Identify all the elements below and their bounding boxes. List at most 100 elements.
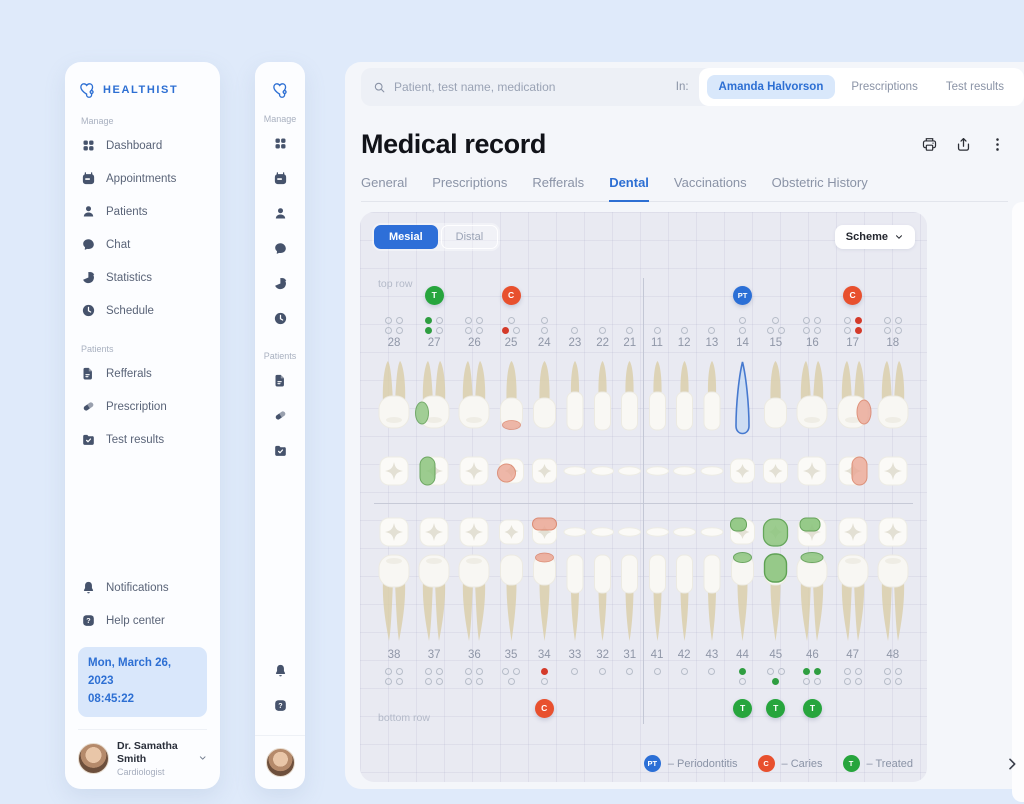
bell-icon[interactable]	[273, 663, 288, 678]
occlusal-view-16	[792, 454, 832, 488]
stethoscope-logo-icon[interactable]	[271, 80, 290, 99]
tooth-34[interactable]: 34 C	[528, 512, 561, 719]
tooth-15[interactable]: 15	[759, 284, 792, 488]
occlusal-view-27	[414, 454, 454, 488]
tooth-number: 45	[769, 649, 783, 661]
surface-dots-41	[653, 668, 661, 693]
help-icon[interactable]: ?	[273, 698, 288, 713]
test-results-icon[interactable]	[273, 443, 288, 458]
toggle-distal[interactable]: Distal	[440, 225, 499, 249]
surface-dots-34	[540, 668, 548, 693]
tab-vaccinations[interactable]: Vaccinations	[673, 175, 747, 190]
tooth-number: 34	[537, 649, 551, 661]
surface-dots-32	[599, 668, 607, 693]
tooth-24[interactable]: 24	[528, 284, 561, 488]
tooth-illustration-37	[414, 551, 454, 646]
tooth-14[interactable]: PT 14	[726, 284, 759, 488]
search-input[interactable]: Patient, test name, medication	[373, 80, 676, 94]
tooth-18[interactable]: 18	[873, 284, 913, 488]
tooth-11[interactable]: 11	[644, 284, 671, 488]
brand[interactable]: HEALTHIST	[78, 80, 207, 99]
tooth-44[interactable]: 44 T	[726, 512, 759, 719]
tooth-26[interactable]: 26	[454, 284, 494, 488]
dental-chart: Mesial Distal Scheme top row 28 T 27 26 C 25 24…	[360, 212, 927, 782]
filter-chip-test-results[interactable]: Test results	[945, 81, 1004, 93]
tab-dental[interactable]: Dental	[609, 175, 649, 202]
tooth-48[interactable]: 48	[873, 512, 913, 719]
dashboard-icon[interactable]	[273, 136, 288, 151]
sidebar-item-statistics[interactable]: Statistics	[78, 261, 207, 294]
tooth-16[interactable]: 16	[792, 284, 832, 488]
tooth-22[interactable]: 22	[589, 284, 616, 488]
tooth-41[interactable]: 41	[644, 512, 671, 719]
tooth-12[interactable]: 12	[671, 284, 698, 488]
schedule-icon[interactable]	[273, 311, 288, 326]
share-icon[interactable]	[955, 136, 972, 153]
statistics-icon[interactable]	[273, 276, 288, 291]
tooth-42[interactable]: 42	[671, 512, 698, 719]
profile-menu[interactable]: Dr. Samatha Smith Cardiologist	[78, 728, 207, 777]
sidebar-nav: Manage Dashboard Appointments Patients Chat S…	[78, 99, 207, 456]
occlusal-view-43	[698, 515, 726, 549]
search-placeholder: Patient, test name, medication	[394, 80, 556, 94]
tooth-46[interactable]: 46 T	[792, 512, 832, 719]
appointments-icon[interactable]	[273, 171, 288, 186]
tooth-23[interactable]: 23	[561, 284, 589, 488]
tooth-35[interactable]: 35	[495, 512, 528, 719]
avatar[interactable]	[265, 748, 295, 777]
scheme-dropdown[interactable]: Scheme	[834, 225, 915, 249]
tooth-47[interactable]: 47	[833, 512, 873, 719]
tooth-32[interactable]: 32	[589, 512, 616, 719]
sidebar-item-appointments[interactable]: Appointments	[78, 162, 207, 195]
kebab-menu-icon[interactable]	[989, 136, 1006, 153]
refferals-icon[interactable]	[273, 373, 288, 388]
tooth-17[interactable]: C 17	[833, 284, 873, 488]
tab-refferals[interactable]: Refferals	[532, 175, 585, 190]
sidebar-item-schedule[interactable]: Schedule	[78, 294, 207, 327]
occlusal-view-15	[759, 454, 792, 488]
tooth-number: 28	[387, 337, 401, 349]
filter-chip-amanda-halvorson[interactable]: Amanda Halvorson	[706, 75, 836, 99]
filter-chip-prescriptions[interactable]: Prescriptions	[851, 81, 918, 93]
tooth-45[interactable]: 45 T	[759, 512, 792, 719]
tooth-13[interactable]: 13	[698, 284, 726, 488]
sidebar-item-refferals[interactable]: Refferals	[78, 357, 207, 390]
occlusal-view-36	[454, 515, 494, 549]
surface-dots-17	[843, 309, 862, 334]
tooth-25[interactable]: C 25	[495, 284, 528, 488]
tab-prescriptions[interactable]: Prescriptions	[432, 175, 508, 190]
occlusal-view-44	[726, 515, 759, 549]
tooth-31[interactable]: 31	[616, 512, 643, 719]
toggle-mesial[interactable]: Mesial	[374, 225, 438, 249]
tooth-37[interactable]: 37	[414, 512, 454, 719]
printer-icon[interactable]	[921, 136, 938, 153]
prescription-icon[interactable]	[273, 408, 288, 423]
tooth-36[interactable]: 36	[454, 512, 494, 719]
avatar	[78, 742, 109, 774]
sidebar-item-dashboard[interactable]: Dashboard	[78, 129, 207, 162]
sidebar-item-test-results[interactable]: Test results	[78, 423, 207, 456]
patients-icon[interactable]	[273, 206, 288, 221]
tab-general[interactable]: General	[361, 175, 408, 190]
tooth-number: 18	[886, 337, 900, 349]
chevron-right-icon[interactable]	[1004, 756, 1020, 772]
tooth-43[interactable]: 43	[698, 512, 726, 719]
surface-dots-21	[626, 309, 634, 334]
tooth-38[interactable]: 38	[374, 512, 414, 719]
tooth-21[interactable]: 21	[616, 284, 643, 488]
sidebar-item-notifications[interactable]: Notifications	[78, 571, 207, 604]
divider	[255, 735, 305, 736]
sidebar-item-help-center[interactable]: ? Help center	[78, 604, 207, 637]
datetime-badge: Mon, March 26, 2023 08:45:22	[78, 647, 207, 717]
tab-obstetric-history[interactable]: Obstetric History	[771, 175, 868, 190]
tooth-33[interactable]: 33	[561, 512, 589, 719]
sidebar-item-chat[interactable]: Chat	[78, 228, 207, 261]
occlusal-view-46	[792, 515, 832, 549]
sidebar-item-prescription[interactable]: Prescription	[78, 390, 207, 423]
tooth-illustration-41	[644, 551, 671, 646]
surface-dots-15	[766, 309, 785, 334]
tooth-28[interactable]: 28	[374, 284, 414, 488]
sidebar-item-patients[interactable]: Patients	[78, 195, 207, 228]
chat-icon[interactable]	[273, 241, 288, 256]
tooth-27[interactable]: T 27	[414, 284, 454, 488]
